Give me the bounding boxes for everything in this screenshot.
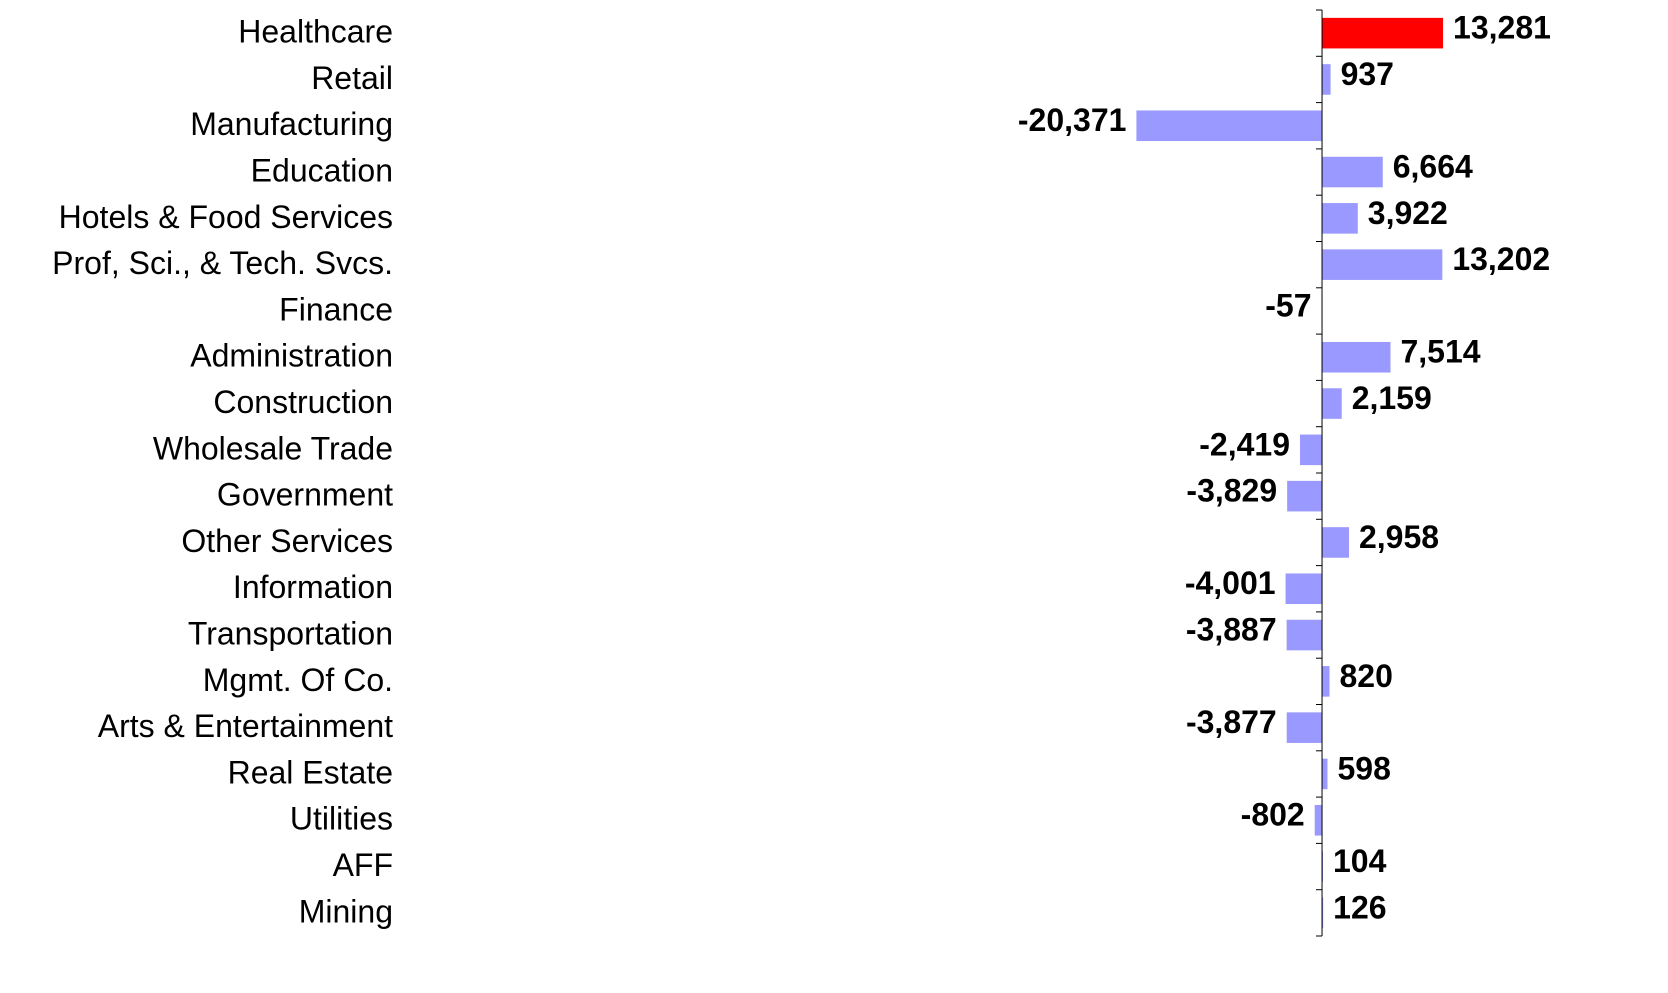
- bar: [1322, 341, 1391, 373]
- bar: [1322, 203, 1358, 234]
- category-label: Other Services: [181, 523, 393, 559]
- value-label: 3,922: [1368, 195, 1448, 231]
- bar: [1322, 897, 1324, 929]
- category-label: Hotels & Food Services: [59, 199, 393, 235]
- category-label: Retail: [311, 60, 393, 96]
- value-label: 2,159: [1352, 380, 1432, 416]
- bar: [1287, 480, 1323, 512]
- bar: [1322, 17, 1444, 49]
- bar: [1285, 573, 1323, 605]
- category-label: Prof, Sci., & Tech. Svcs.: [52, 245, 393, 281]
- bar: [1299, 434, 1323, 466]
- bar: [1322, 156, 1383, 188]
- category-label: Wholesale Trade: [153, 430, 393, 466]
- value-label: -3,877: [1186, 704, 1277, 740]
- category-label: Information: [233, 569, 393, 605]
- category-label: Mining: [299, 893, 393, 929]
- category-label: Government: [217, 477, 393, 513]
- bar: [1286, 619, 1323, 651]
- category-label: Finance: [279, 291, 393, 327]
- category-label: Transportation: [188, 616, 393, 652]
- category-label: Education: [251, 153, 393, 189]
- bar: [1322, 64, 1331, 95]
- value-label: 13,281: [1453, 10, 1551, 46]
- value-label: 937: [1341, 56, 1394, 92]
- category-label: Arts & Entertainment: [98, 708, 393, 744]
- category-label: Utilities: [290, 801, 393, 837]
- category-label: Mgmt. Of Co.: [203, 662, 393, 698]
- bar: [1322, 249, 1443, 280]
- bar: [1286, 712, 1323, 743]
- bar: [1322, 527, 1349, 558]
- value-label: -2,419: [1199, 426, 1290, 462]
- value-label: 7,514: [1400, 334, 1480, 370]
- category-label: Construction: [213, 384, 393, 420]
- bar: [1322, 666, 1330, 697]
- value-label: -57: [1265, 287, 1311, 323]
- value-label: -20,371: [1018, 102, 1127, 138]
- bar: [1136, 110, 1323, 142]
- value-label: 6,664: [1393, 149, 1473, 185]
- category-label: Manufacturing: [190, 106, 393, 142]
- value-label: 2,958: [1359, 519, 1439, 555]
- category-label: Administration: [190, 338, 393, 374]
- value-label: -3,829: [1186, 473, 1277, 509]
- value-label: 820: [1340, 658, 1393, 694]
- bar: [1322, 388, 1342, 419]
- category-label: Healthcare: [238, 14, 393, 50]
- value-label: -802: [1241, 797, 1305, 833]
- value-label: -3,887: [1186, 612, 1277, 648]
- bar: [1314, 804, 1323, 836]
- category-label: Real Estate: [228, 754, 393, 790]
- value-label: -4,001: [1185, 565, 1276, 601]
- value-label: 126: [1333, 889, 1386, 925]
- category-label: AFF: [333, 847, 393, 883]
- value-label: 104: [1333, 843, 1387, 879]
- bar: [1322, 758, 1328, 790]
- value-label: 598: [1337, 750, 1390, 786]
- value-label: 13,202: [1452, 241, 1550, 277]
